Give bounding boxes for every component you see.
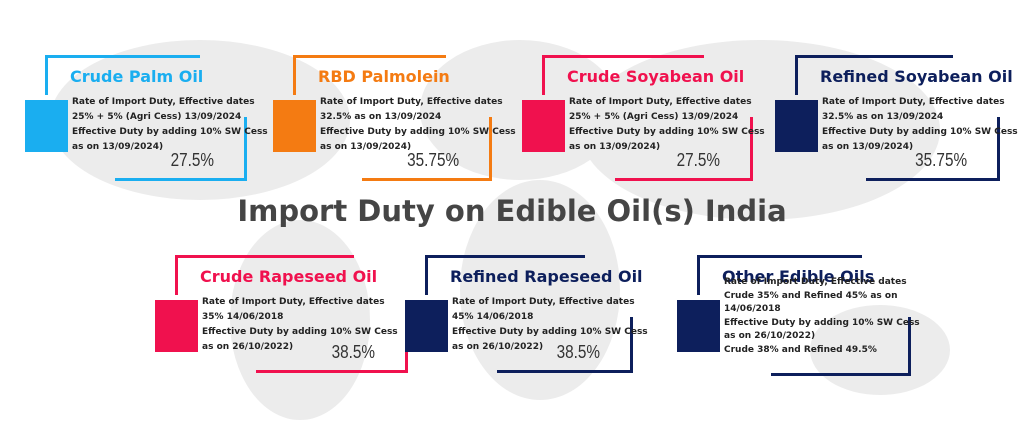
frame-left <box>542 55 545 95</box>
duty-value: 35.75% <box>407 150 459 170</box>
color-square <box>522 100 565 152</box>
frame-top <box>293 55 446 58</box>
frame-top <box>45 55 201 58</box>
card-text: as on 26/10/2022) <box>724 331 816 341</box>
frame-bottom <box>770 373 911 376</box>
card-title: Crude Palm Oil <box>70 67 204 86</box>
card-text: 45% 14/06/2018 <box>452 312 534 322</box>
card-text: Rate of Import Duty, Effective dates <box>452 297 635 307</box>
frame-left <box>697 255 700 295</box>
card-text: Effective Duty by adding 10% SW Cess <box>569 127 765 137</box>
duty-value: 27.5% <box>170 150 214 170</box>
frame-right <box>244 117 247 178</box>
color-square <box>273 100 316 152</box>
card-text: Rate of Import Duty, Effective dates <box>72 97 255 107</box>
color-square <box>155 300 198 352</box>
card-text: 14/06/2018 <box>724 304 781 314</box>
card-text: Rate of Import Duty, Effective dates <box>569 97 752 107</box>
card-text: Rate of Import Duty, Effective dates <box>724 277 907 287</box>
card-text: Effective Duty by adding 10% SW Cess <box>202 327 398 337</box>
card-text: as on 26/10/2022) <box>452 342 544 352</box>
color-square <box>677 300 720 352</box>
frame-bottom <box>614 178 753 181</box>
frame-right <box>997 117 1000 178</box>
card-text: Rate of Import Duty, Effective dates <box>202 297 385 307</box>
frame-bottom <box>865 178 1000 181</box>
duty-value: 27.5% <box>676 150 720 170</box>
card-text: 32.5% as on 13/09/2024 <box>320 112 442 122</box>
frame-top <box>697 255 862 258</box>
card-text: as on 13/09/2024) <box>320 142 412 152</box>
card-text: as on 13/09/2024) <box>822 142 914 152</box>
frame-bottom <box>255 370 408 373</box>
frame-right <box>489 117 492 178</box>
card-text: 25% + 5% (Agri Cess) 13/09/2024 <box>569 112 739 122</box>
card-title: Other Edible Oils <box>722 267 875 286</box>
frame-left <box>293 55 296 95</box>
frame-top <box>542 55 705 58</box>
duty-value: 38.5% <box>331 342 375 362</box>
frame-bottom <box>496 370 633 373</box>
frame-top <box>175 255 355 258</box>
frame-right <box>750 117 753 178</box>
card-text: Rate of Import Duty, Effective dates <box>320 97 503 107</box>
card-text: Rate of Import Duty, Effective dates <box>822 97 1005 107</box>
card-text: Effective Duty by adding 10% SW Cess <box>72 127 268 137</box>
card-title: RBD Palmolein <box>318 67 450 86</box>
duty-value: 35.75% <box>915 150 967 170</box>
card-text: 35% 14/06/2018 <box>202 312 284 322</box>
card-text: as on 13/09/2024) <box>72 142 164 152</box>
frame-bottom <box>361 178 492 181</box>
card-title: Refined Soyabean Oil <box>820 67 1013 86</box>
page-title: Import Duty on Edible Oil(s) India <box>237 194 787 228</box>
frame-left <box>175 255 178 295</box>
card-text: 25% + 5% (Agri Cess) 13/09/2024 <box>72 112 242 122</box>
card-title: Crude Soyabean Oil <box>567 67 745 86</box>
frame-left <box>45 55 48 95</box>
frame-bottom <box>114 178 247 181</box>
frame-right <box>630 317 633 370</box>
card-title: Crude Rapeseed Oil <box>200 267 378 286</box>
frame-left <box>795 55 798 95</box>
card-text: Effective Duty by adding 10% SW Cess <box>724 317 920 328</box>
card-title: Refined Rapeseed Oil <box>450 267 643 286</box>
frame-top <box>425 255 585 258</box>
frame-right <box>908 317 911 373</box>
color-square <box>25 100 68 152</box>
card-text: as on 13/09/2024) <box>569 142 661 152</box>
card-text: Effective Duty by adding 10% SW Cess <box>452 327 648 337</box>
color-square <box>775 100 818 152</box>
card-text: Effective Duty by adding 10% SW Cess <box>320 127 516 137</box>
color-square <box>405 300 448 352</box>
card-text: as on 26/10/2022) <box>202 342 294 352</box>
frame-left <box>425 255 428 295</box>
card-text: Effective Duty by adding 10% SW Cess <box>822 127 1018 137</box>
card-text: Crude 38% and Refined 49.5% <box>724 344 877 355</box>
card-text: 32.5% as on 13/09/2024 <box>822 112 944 122</box>
duty-value: 38.5% <box>556 342 600 362</box>
card-text: Crude 35% and Refined 45% as on <box>724 290 898 301</box>
frame-top <box>795 55 953 58</box>
